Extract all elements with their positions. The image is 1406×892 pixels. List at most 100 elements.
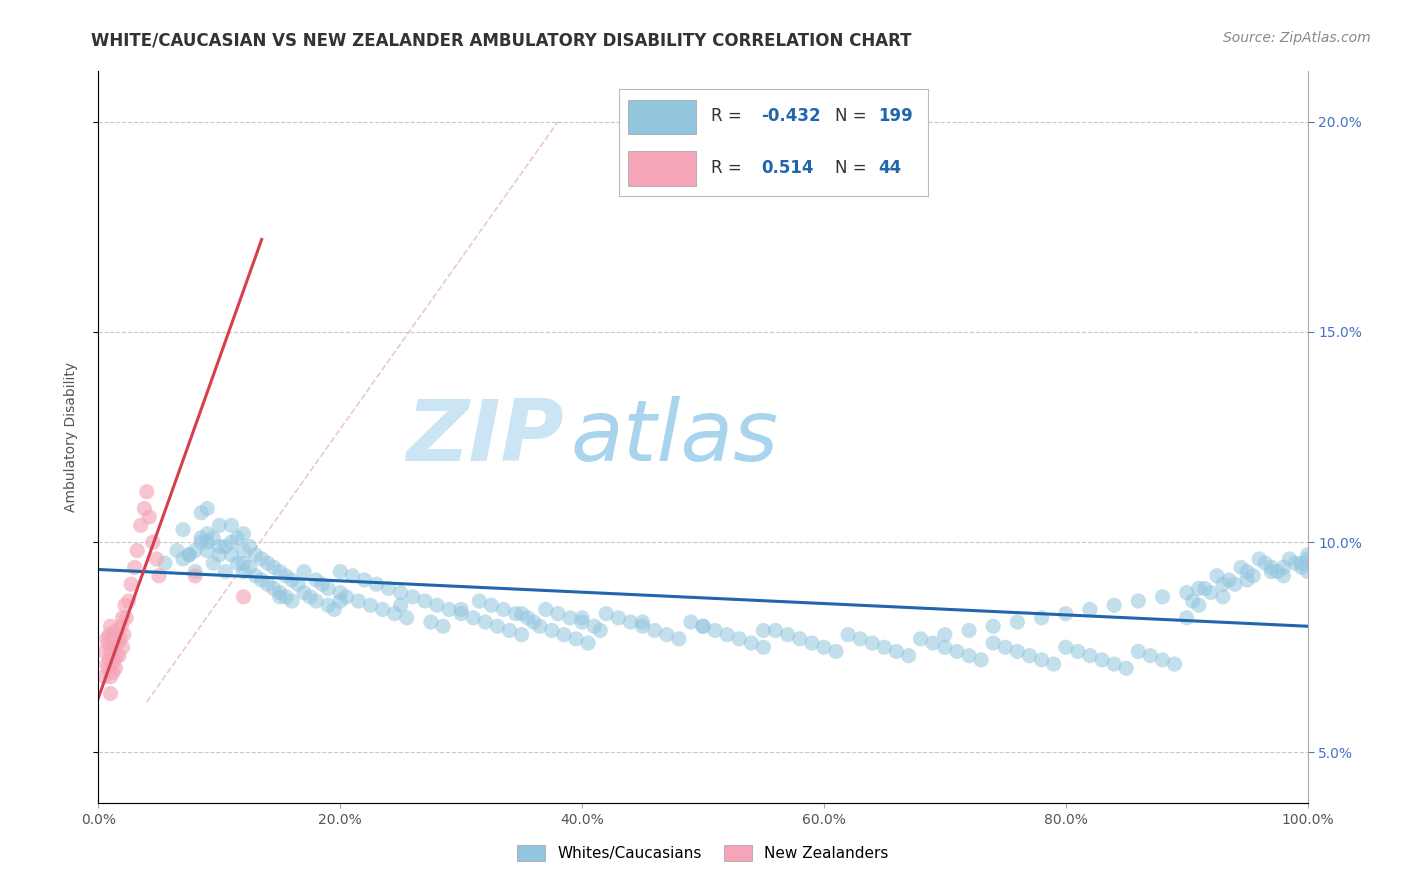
Point xyxy=(1078,648,1101,663)
Point xyxy=(108,648,131,663)
Point xyxy=(644,624,666,638)
Text: 44: 44 xyxy=(879,160,901,178)
Point xyxy=(245,569,267,583)
Point xyxy=(402,590,425,604)
Point xyxy=(981,619,1004,633)
Point xyxy=(263,582,285,596)
Point xyxy=(1260,560,1282,574)
Point xyxy=(1272,560,1295,574)
Point xyxy=(214,565,236,579)
Point xyxy=(1223,577,1246,591)
Point xyxy=(437,602,460,616)
Point xyxy=(1102,657,1125,671)
Point xyxy=(692,619,714,633)
Point xyxy=(97,661,120,675)
Point xyxy=(142,535,165,549)
Point xyxy=(631,615,654,629)
Point xyxy=(127,543,149,558)
Point xyxy=(413,594,436,608)
Point xyxy=(353,573,375,587)
Point xyxy=(98,627,121,641)
Point xyxy=(765,624,787,638)
Y-axis label: Ambulatory Disability: Ambulatory Disability xyxy=(63,362,77,512)
Point xyxy=(631,619,654,633)
Point xyxy=(232,590,254,604)
Point xyxy=(135,484,157,499)
Point xyxy=(232,556,254,570)
Point xyxy=(316,582,339,596)
Point xyxy=(728,632,751,646)
Point xyxy=(292,565,315,579)
Point xyxy=(287,577,309,591)
Text: atlas: atlas xyxy=(569,395,778,479)
Point xyxy=(256,556,278,570)
Point xyxy=(184,543,207,558)
Point xyxy=(100,619,122,633)
Point xyxy=(1128,644,1150,658)
Point xyxy=(316,599,339,613)
Point xyxy=(395,611,418,625)
Point xyxy=(226,531,249,545)
Point xyxy=(565,632,588,646)
Point xyxy=(323,602,346,616)
Point xyxy=(329,565,352,579)
Point xyxy=(226,556,249,570)
Point xyxy=(347,594,370,608)
Point xyxy=(921,636,943,650)
Point xyxy=(166,543,188,558)
Point xyxy=(692,619,714,633)
Point xyxy=(1212,590,1234,604)
Point xyxy=(1139,648,1161,663)
Point xyxy=(274,569,297,583)
Point xyxy=(813,640,835,655)
Point xyxy=(529,619,551,633)
Point xyxy=(245,548,267,562)
Point xyxy=(1291,556,1313,570)
Point xyxy=(1296,552,1319,566)
Point xyxy=(101,640,124,655)
Text: -0.432: -0.432 xyxy=(761,108,821,126)
Text: ZIP: ZIP xyxy=(406,395,564,479)
Point xyxy=(103,627,125,641)
Point xyxy=(1102,599,1125,613)
Point xyxy=(93,670,115,684)
Point xyxy=(190,531,212,545)
Point xyxy=(1188,599,1211,613)
Point xyxy=(571,611,593,625)
Point xyxy=(269,565,291,579)
Point xyxy=(1181,594,1204,608)
Point xyxy=(1175,585,1198,599)
Point xyxy=(776,627,799,641)
Point xyxy=(96,657,118,671)
Point xyxy=(360,599,382,613)
Point xyxy=(668,632,690,646)
Point xyxy=(179,548,201,562)
Point xyxy=(1188,582,1211,596)
Point xyxy=(250,573,273,587)
Point xyxy=(1212,577,1234,591)
Point xyxy=(1254,556,1277,570)
Point xyxy=(486,619,509,633)
Point xyxy=(104,636,127,650)
Point xyxy=(129,518,152,533)
Point xyxy=(1260,565,1282,579)
Point xyxy=(1152,590,1174,604)
Point xyxy=(371,602,394,616)
Point xyxy=(860,636,883,650)
Point xyxy=(897,648,920,663)
Point xyxy=(752,624,775,638)
Point xyxy=(981,636,1004,650)
Point xyxy=(825,644,848,658)
Point xyxy=(873,640,896,655)
Point xyxy=(100,632,122,646)
Point xyxy=(195,526,218,541)
Point xyxy=(957,648,980,663)
Point xyxy=(145,552,167,566)
Point xyxy=(202,556,225,570)
Point xyxy=(329,585,352,599)
Point xyxy=(1236,565,1258,579)
Point xyxy=(510,607,533,621)
Point xyxy=(195,543,218,558)
Point xyxy=(516,611,538,625)
Point xyxy=(232,543,254,558)
